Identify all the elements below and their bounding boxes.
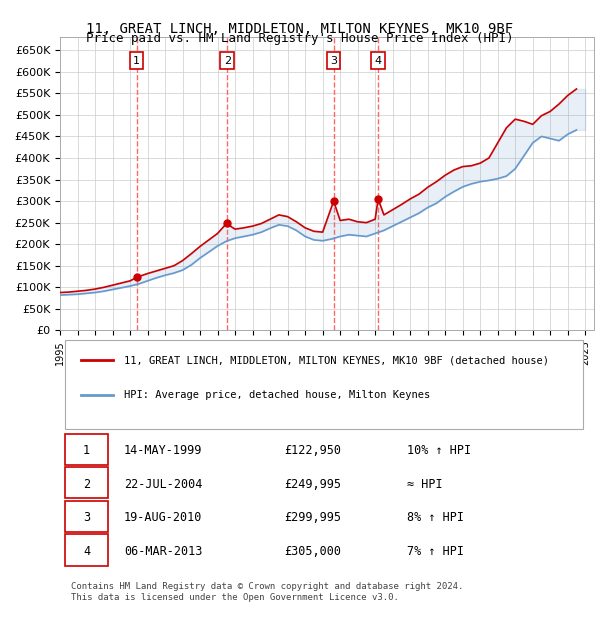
Text: 8% ↑ HPI: 8% ↑ HPI [407,511,464,524]
Text: Price paid vs. HM Land Registry's House Price Index (HPI): Price paid vs. HM Land Registry's House … [86,32,514,45]
Text: HPI: Average price, detached house, Milton Keynes: HPI: Average price, detached house, Milt… [124,390,430,401]
Text: 22-JUL-2004: 22-JUL-2004 [124,477,202,490]
Text: Contains HM Land Registry data © Crown copyright and database right 2024.
This d: Contains HM Land Registry data © Crown c… [71,582,463,602]
FancyBboxPatch shape [65,534,108,565]
Text: 4: 4 [374,56,382,66]
Text: £305,000: £305,000 [284,545,341,558]
Text: £249,995: £249,995 [284,477,341,490]
Text: 06-MAR-2013: 06-MAR-2013 [124,545,202,558]
Text: 1: 1 [133,56,140,66]
FancyBboxPatch shape [65,467,108,498]
Text: ≈ HPI: ≈ HPI [407,477,443,490]
Text: 19-AUG-2010: 19-AUG-2010 [124,511,202,524]
Text: 4: 4 [83,545,90,558]
Text: 3: 3 [330,56,337,66]
FancyBboxPatch shape [65,340,583,429]
FancyBboxPatch shape [65,433,108,465]
Text: 1: 1 [83,444,90,457]
FancyBboxPatch shape [65,501,108,532]
Text: 11, GREAT LINCH, MIDDLETON, MILTON KEYNES, MK10 9BF (detached house): 11, GREAT LINCH, MIDDLETON, MILTON KEYNE… [124,355,549,365]
Text: 7% ↑ HPI: 7% ↑ HPI [407,545,464,558]
Text: 11, GREAT LINCH, MIDDLETON, MILTON KEYNES, MK10 9BF: 11, GREAT LINCH, MIDDLETON, MILTON KEYNE… [86,22,514,36]
Text: £299,995: £299,995 [284,511,341,524]
Text: 2: 2 [83,477,90,490]
Text: 3: 3 [83,511,90,524]
Text: 2: 2 [224,56,231,66]
Text: 10% ↑ HPI: 10% ↑ HPI [407,444,471,457]
Text: £122,950: £122,950 [284,444,341,457]
Text: 14-MAY-1999: 14-MAY-1999 [124,444,202,457]
